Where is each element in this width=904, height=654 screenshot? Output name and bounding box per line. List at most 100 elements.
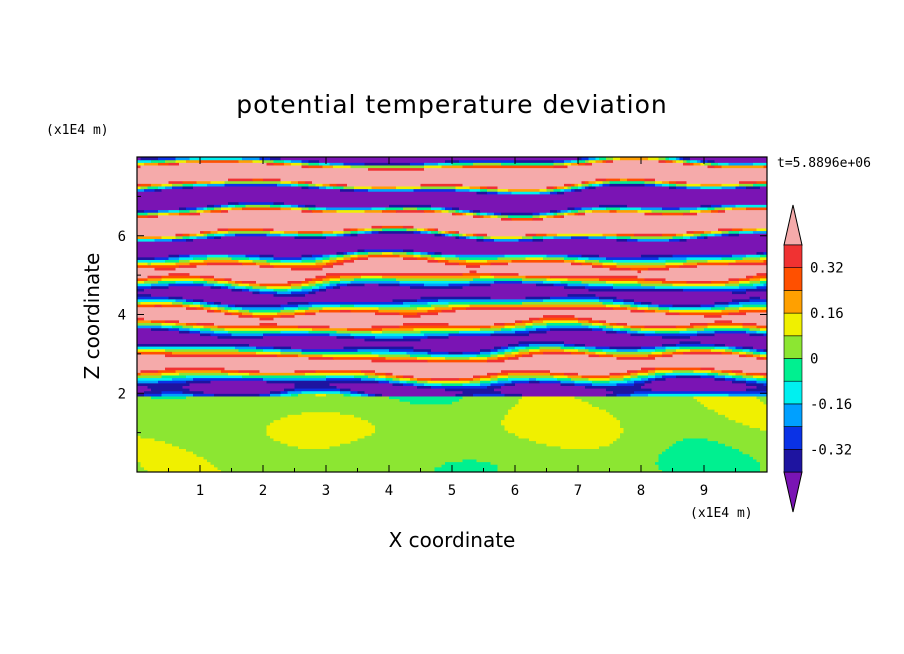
field-cell xyxy=(238,259,254,263)
field-cell xyxy=(424,332,450,337)
field-cell xyxy=(333,185,345,190)
field-cell xyxy=(739,301,767,305)
field-cell xyxy=(322,306,380,310)
field-cell xyxy=(742,451,767,455)
field-cell xyxy=(364,230,373,234)
field-cell xyxy=(735,259,765,263)
field-cell xyxy=(637,209,653,213)
field-cell xyxy=(137,435,142,439)
field-cell xyxy=(480,209,551,213)
field-cell xyxy=(627,322,691,326)
field-cell xyxy=(210,230,219,234)
field-cell xyxy=(336,209,366,213)
field-cell xyxy=(602,322,611,326)
colorbar-segment xyxy=(783,448,803,473)
field-cell xyxy=(613,259,667,263)
field-cell xyxy=(417,256,429,260)
field-cell xyxy=(238,309,250,313)
field-cell xyxy=(571,377,590,381)
field-cell xyxy=(172,238,187,242)
field-cell xyxy=(637,306,649,310)
field-cell xyxy=(494,212,502,216)
field-cell xyxy=(546,443,611,447)
field-cell xyxy=(228,280,236,284)
field-cell xyxy=(179,445,299,449)
field-cell xyxy=(606,235,618,239)
field-cell xyxy=(371,206,387,211)
field-cell xyxy=(357,248,366,253)
field-cell xyxy=(515,382,562,386)
field-cell xyxy=(427,301,450,305)
field-cell xyxy=(137,353,166,358)
field-cell xyxy=(543,298,600,302)
field-cell xyxy=(714,343,726,347)
field-cell xyxy=(441,464,499,468)
field-cell xyxy=(242,280,257,284)
field-cell xyxy=(168,272,191,276)
field-cell xyxy=(564,159,572,163)
colorbar-segment xyxy=(783,312,803,337)
field-cell xyxy=(721,185,737,190)
field-cell xyxy=(522,319,534,323)
field-cell xyxy=(137,311,226,316)
field-cell xyxy=(231,206,243,211)
field-cell xyxy=(637,238,670,242)
field-cell xyxy=(707,159,716,163)
field-cell xyxy=(490,353,499,358)
field-cell xyxy=(228,309,240,313)
field-cell xyxy=(137,157,142,161)
field-cell xyxy=(266,424,376,428)
field-cell xyxy=(224,311,233,316)
field-cell xyxy=(452,162,474,166)
field-cell xyxy=(378,374,387,379)
field-cell xyxy=(308,306,324,310)
field-cell xyxy=(606,206,621,211)
field-cell xyxy=(676,440,719,444)
field-cell xyxy=(221,204,229,208)
field-cell xyxy=(532,212,541,216)
field-cell xyxy=(613,390,635,394)
field-cell xyxy=(322,233,338,237)
field-cell xyxy=(175,262,191,266)
field-cell xyxy=(196,233,205,237)
field-cell xyxy=(676,180,688,184)
field-cell xyxy=(753,275,767,279)
field-cell xyxy=(469,304,607,308)
field-cell xyxy=(375,311,401,316)
field-cell xyxy=(501,327,513,331)
field-cell xyxy=(588,325,600,329)
field-cell xyxy=(263,332,331,337)
field-cell xyxy=(630,372,639,376)
field-cell xyxy=(672,159,677,163)
field-cell xyxy=(756,356,765,360)
field-cell xyxy=(672,235,684,239)
field-cell xyxy=(350,256,359,260)
field-cell xyxy=(280,233,299,237)
field-cell xyxy=(529,343,565,347)
field-cell xyxy=(137,335,219,339)
field-cell xyxy=(189,327,201,331)
field-cell xyxy=(280,440,352,444)
field-cell xyxy=(469,185,481,190)
field-cell xyxy=(137,275,149,279)
field-cell xyxy=(200,301,208,305)
field-cell xyxy=(343,185,355,190)
field-cell xyxy=(637,330,656,334)
field-cell xyxy=(137,403,516,407)
field-cell xyxy=(434,251,443,255)
field-cell xyxy=(679,340,702,344)
field-cell xyxy=(242,311,254,316)
field-cell xyxy=(515,353,523,358)
field-cell xyxy=(581,157,590,161)
field-cell xyxy=(641,346,656,350)
field-cell xyxy=(137,338,366,342)
field-cell xyxy=(634,233,663,237)
field-cell xyxy=(539,380,562,384)
field-cell xyxy=(623,374,632,379)
field-cell xyxy=(718,372,730,376)
field-cell xyxy=(490,380,499,384)
field-cell xyxy=(438,311,667,316)
field-cell xyxy=(578,256,590,260)
field-cell xyxy=(497,372,509,376)
field-cell xyxy=(158,380,187,384)
